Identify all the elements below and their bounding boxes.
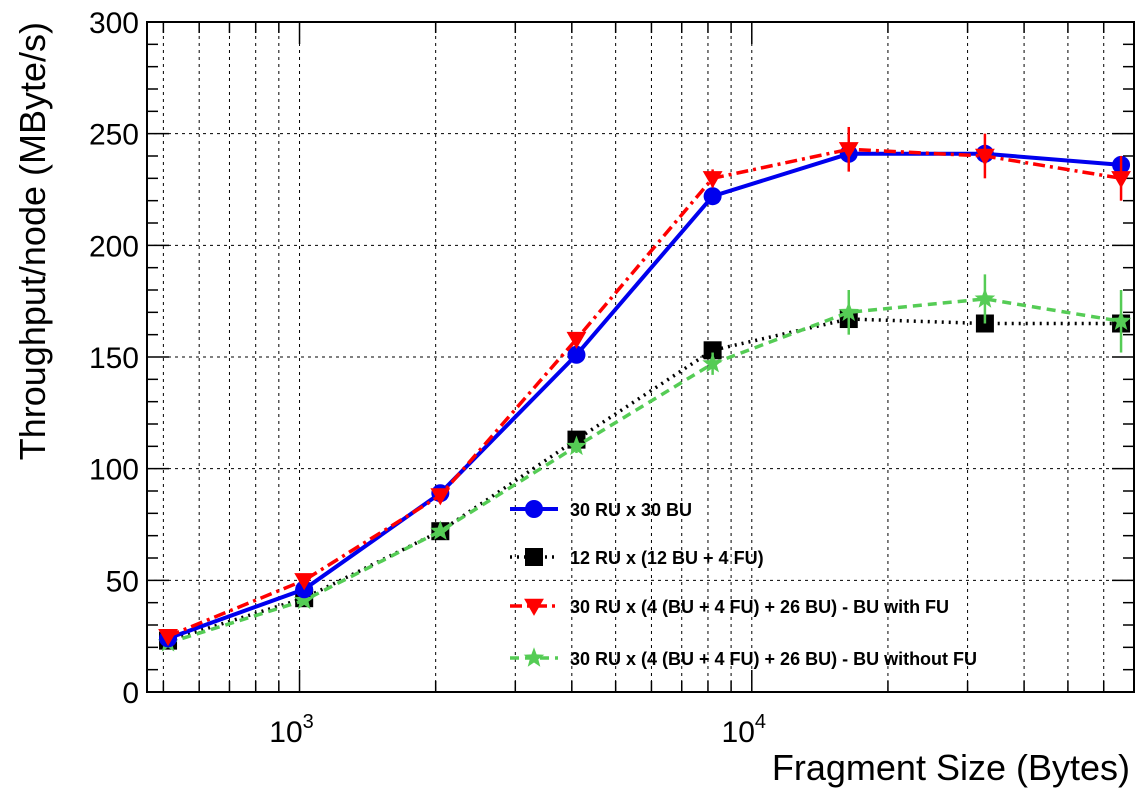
series-4 xyxy=(157,274,1132,652)
y-tick-label: 50 xyxy=(106,565,139,598)
data-point xyxy=(566,435,587,456)
legend-label: 30 RU x (4 (BU + 4 FU) + 26 BU) - BU wit… xyxy=(570,649,977,669)
data-point xyxy=(430,488,451,506)
y-tick-label: 250 xyxy=(89,119,139,152)
series-line xyxy=(167,317,1122,643)
data-point xyxy=(430,520,451,540)
data-point xyxy=(294,573,315,591)
y-tick-label: 300 xyxy=(89,7,139,40)
legend-label: 12 RU x (12 BU + 4 FU) xyxy=(570,548,764,568)
data-point xyxy=(567,345,586,364)
data-point xyxy=(1110,310,1132,330)
data-point xyxy=(524,598,544,616)
data-point xyxy=(525,548,543,566)
data-point xyxy=(1111,171,1131,189)
data-point xyxy=(703,341,722,360)
series-line xyxy=(167,147,1122,638)
axis-ticks xyxy=(147,21,1135,693)
x-tick-label: 104 xyxy=(722,711,767,749)
x-tick-label: 103 xyxy=(269,711,314,749)
data-point xyxy=(702,171,723,189)
y-tick-label: 100 xyxy=(89,454,139,487)
x-axis-title: Fragment Size (Bytes) xyxy=(772,747,1130,788)
labels: 0 50 100 150 200 250 300 103 104 xyxy=(89,7,766,749)
series-line xyxy=(167,297,1122,645)
y-tick-label: 150 xyxy=(89,342,139,375)
legend-label: 30 RU x (4 (BU + 4 FU) + 26 BU) - BU wit… xyxy=(570,597,949,617)
data-point xyxy=(838,301,859,322)
data-point xyxy=(703,187,722,206)
data-point xyxy=(838,142,859,160)
data-point xyxy=(158,628,178,647)
y-axis-title: Throughput/node (MByte/s) xyxy=(12,22,53,460)
data-point xyxy=(523,647,545,667)
data-point xyxy=(293,589,315,610)
series-3 xyxy=(158,126,1131,647)
data-point xyxy=(525,500,543,518)
data-point xyxy=(566,331,587,350)
y-tick-label: 0 xyxy=(122,677,139,710)
series-layer xyxy=(157,126,1132,652)
data-point xyxy=(975,148,995,166)
legend: 30 RU x 30 BU 12 RU x (12 BU + 4 FU) 30 RU… xyxy=(510,500,977,669)
y-tick-label: 200 xyxy=(89,230,139,263)
legend-label: 30 RU x 30 BU xyxy=(570,500,692,520)
data-point xyxy=(974,288,996,308)
data-point xyxy=(702,352,723,373)
